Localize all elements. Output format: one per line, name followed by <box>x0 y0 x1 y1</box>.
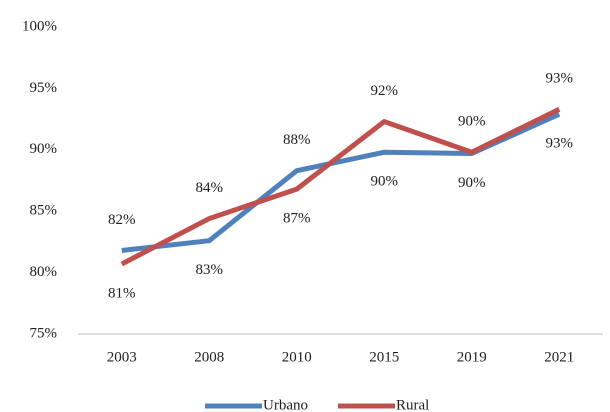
x-tick-label: 2015 <box>369 349 399 365</box>
data-label: 81% <box>108 285 136 301</box>
data-label: 88% <box>283 132 311 148</box>
legend-label: Urbano <box>263 397 308 412</box>
data-label: 87% <box>283 211 311 227</box>
x-tick-label: 2019 <box>457 349 487 365</box>
x-tick-label: 2010 <box>282 349 312 365</box>
data-label: 92% <box>371 83 399 99</box>
x-tick-label: 2003 <box>107 349 137 365</box>
data-label: 93% <box>546 71 574 87</box>
data-label: 90% <box>458 175 486 191</box>
series-line <box>120 107 561 267</box>
legend-label: Rural <box>396 397 429 412</box>
data-label: 82% <box>108 212 136 228</box>
y-tick-label: 85% <box>30 203 58 219</box>
y-tick-label: 90% <box>30 141 58 157</box>
data-label: 84% <box>196 180 224 196</box>
y-tick-label: 75% <box>30 325 58 341</box>
y-tick-label: 95% <box>30 80 58 96</box>
y-tick-label: 80% <box>30 264 58 280</box>
data-label: 90% <box>371 174 399 190</box>
data-label: 83% <box>196 262 224 278</box>
y-tick-label: 100% <box>22 18 57 34</box>
x-tick-label: 2008 <box>194 349 224 365</box>
data-label: 93% <box>546 136 574 152</box>
x-tick-label: 2021 <box>544 349 574 365</box>
data-label: 90% <box>458 114 486 130</box>
